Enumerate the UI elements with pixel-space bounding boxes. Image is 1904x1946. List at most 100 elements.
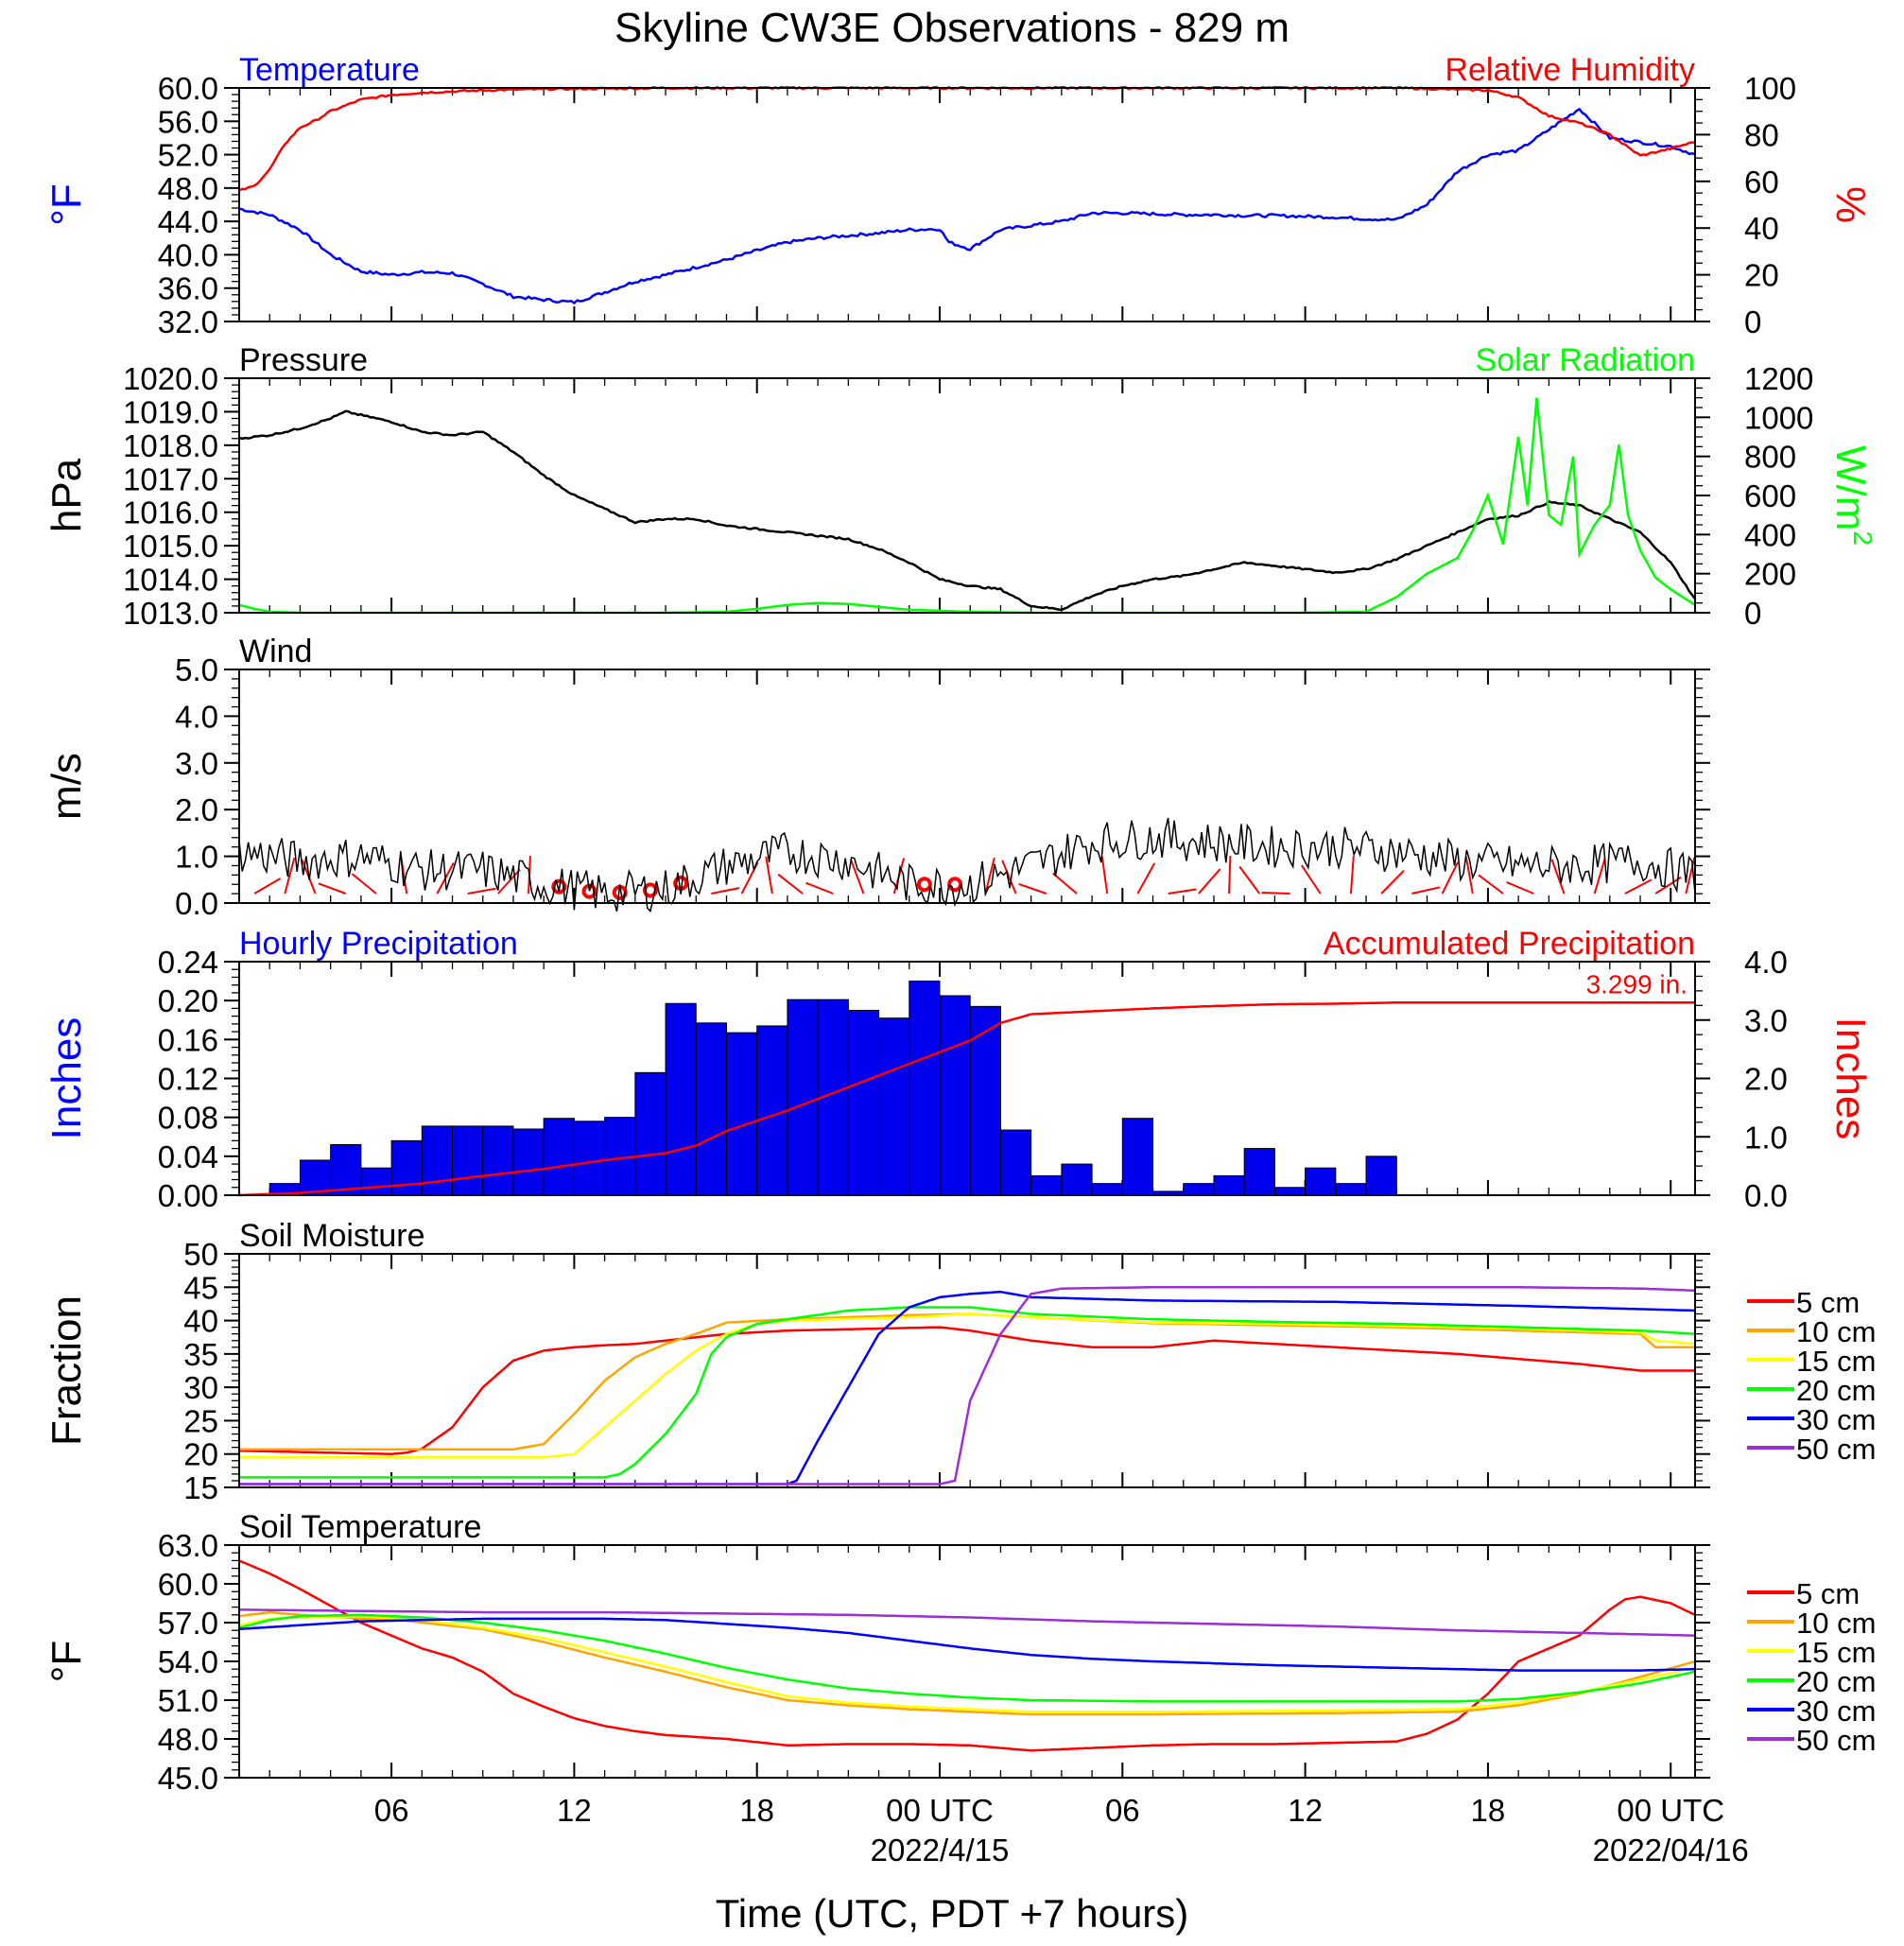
wind-barb bbox=[253, 877, 282, 895]
wind-barb bbox=[1464, 856, 1474, 895]
y-tick-label: 40.0 bbox=[158, 237, 218, 272]
precip-bar bbox=[1061, 1163, 1093, 1196]
series-line bbox=[238, 1326, 1695, 1455]
x-tick-label: 00 UTC bbox=[886, 1793, 994, 1828]
y-tick-label: 48.0 bbox=[158, 1722, 218, 1757]
y-tick-label: 51.0 bbox=[158, 1683, 218, 1718]
y-tick-label: 30 bbox=[183, 1370, 218, 1405]
panel-2: 5.0 4.0 3.0 2.0 1.0 0.0 Wind m/s bbox=[43, 634, 1710, 921]
y-tick-label: 1020.0 bbox=[123, 361, 218, 396]
wind-barb bbox=[1624, 878, 1653, 895]
y-axis-label-left: Inches bbox=[43, 1017, 90, 1140]
wind-barb bbox=[1018, 883, 1047, 895]
wind-barb bbox=[1238, 865, 1261, 895]
panel-title-left: Soil Moisture bbox=[239, 1218, 425, 1254]
y-tick-label-right: 200 bbox=[1744, 557, 1796, 592]
panel-3: 0.240.20 0.16 0.12 0.080.04 0.00 4.0 3.0 2.0 1.0… bbox=[43, 926, 1874, 1213]
plot-frame bbox=[238, 377, 1696, 614]
legend-label: 5 cm bbox=[1796, 1577, 1860, 1610]
y-tick-label: 45 bbox=[183, 1270, 218, 1305]
x-axis: 06 12 18 00 UTC 06 12 18 00 UTC 2022/4/15 2022/04… bbox=[374, 1793, 1749, 1868]
panels: 60.056.052.048.044.040.036.032.010080604… bbox=[43, 52, 1878, 1796]
y-axis-label-right: Inches bbox=[1827, 1017, 1874, 1140]
y-tick-label-right: 20 bbox=[1744, 258, 1779, 293]
y-tick-label: 40 bbox=[183, 1304, 218, 1339]
x-tick-label: 12 bbox=[557, 1793, 592, 1828]
y-tick-label: 20 bbox=[183, 1437, 218, 1472]
wind-barb bbox=[711, 887, 740, 895]
legend-label: 20 cm bbox=[1796, 1665, 1876, 1698]
wind-barb bbox=[1593, 858, 1606, 895]
series-line bbox=[239, 1312, 1696, 1459]
y-tick-label: 60.0 bbox=[158, 71, 218, 106]
precip-bar bbox=[390, 1139, 423, 1196]
y-tick-label: 1014.0 bbox=[123, 563, 218, 598]
legend-label: 15 cm bbox=[1796, 1636, 1876, 1669]
legend-label: 5 cm bbox=[1796, 1286, 1860, 1319]
y-tick-label-right: 600 bbox=[1744, 478, 1796, 513]
wind-barb bbox=[1100, 856, 1109, 895]
wind-barb bbox=[850, 859, 865, 895]
series-line bbox=[238, 1559, 1696, 1752]
y-tick-label: 0.08 bbox=[158, 1101, 218, 1136]
panel-1: 1020.01019.01018.01017.01016.01015.01014… bbox=[43, 342, 1878, 631]
x-axis-label: Time (UTC, PDT +7 hours) bbox=[716, 1891, 1189, 1936]
series-line bbox=[239, 1290, 1696, 1486]
y-tick-label-right: 0 bbox=[1744, 304, 1761, 339]
y-tick-label: 0.04 bbox=[158, 1139, 218, 1174]
series-line bbox=[239, 1312, 1695, 1451]
wind-barb bbox=[1478, 874, 1504, 895]
y-tick-label: 50 bbox=[183, 1237, 218, 1272]
y-tick-label: 0.00 bbox=[158, 1178, 218, 1213]
precip-bar bbox=[1121, 1118, 1154, 1196]
y-axis-label-left: m/s bbox=[43, 753, 90, 820]
wind-barb bbox=[351, 873, 377, 895]
x-tick-label: 12 bbox=[1288, 1793, 1323, 1828]
y-tick-label: 45.0 bbox=[158, 1761, 218, 1796]
wind-barb bbox=[1261, 891, 1290, 895]
wind-barb bbox=[1685, 857, 1696, 895]
precip-bar bbox=[299, 1159, 332, 1196]
calm-wind-marker bbox=[551, 878, 567, 895]
precip-bar bbox=[1305, 1167, 1337, 1196]
plot-frame bbox=[238, 669, 1696, 904]
panel-title-left: Wind bbox=[239, 634, 312, 669]
y-tick-label: 2.0 bbox=[175, 792, 218, 827]
y-tick-label: 5.0 bbox=[175, 652, 218, 687]
y-tick-label: 3.0 bbox=[175, 746, 218, 781]
legend-label: 20 cm bbox=[1796, 1374, 1876, 1407]
panel-title-left: Pressure bbox=[239, 342, 368, 378]
series-line bbox=[238, 1617, 1696, 1672]
wind-barb bbox=[1001, 860, 1017, 895]
wind-barb bbox=[318, 882, 347, 895]
series-line bbox=[238, 409, 1697, 612]
plot-frame bbox=[238, 1253, 1696, 1488]
panel-0: 60.056.052.048.044.040.036.032.0 100 80 60 4… bbox=[43, 52, 1874, 339]
y-tick-label-right: 4.0 bbox=[1744, 945, 1788, 980]
series-line bbox=[238, 1613, 1696, 1703]
y-tick-label-right: 3.0 bbox=[1744, 1003, 1788, 1038]
legend-label: 30 cm bbox=[1796, 1694, 1876, 1728]
y-tick-label: 32.0 bbox=[158, 304, 218, 339]
y-tick-label-right: 400 bbox=[1744, 517, 1796, 552]
wind-barb bbox=[1550, 859, 1566, 895]
wind-barb bbox=[284, 858, 296, 895]
y-tick-label: 0.20 bbox=[158, 983, 218, 1018]
precip-bar bbox=[360, 1167, 392, 1196]
legend-label: 50 cm bbox=[1796, 1433, 1876, 1466]
y-tick-label-right: 100 bbox=[1744, 71, 1796, 106]
y-tick-label-right: 80 bbox=[1744, 117, 1779, 152]
wind-barb bbox=[984, 857, 995, 895]
x-tick-label: 18 bbox=[1471, 1793, 1506, 1828]
y-axis-label-right: % bbox=[1827, 186, 1874, 223]
y-tick-label-right: 0.0 bbox=[1744, 1178, 1788, 1213]
y-axis-label-left: Fraction bbox=[43, 1295, 90, 1446]
calm-wind-marker bbox=[581, 883, 597, 899]
y-tick-label: 52.0 bbox=[158, 138, 218, 173]
y-tick-label: 1017.0 bbox=[123, 461, 218, 496]
wind-barb bbox=[1052, 872, 1078, 895]
x-tick-label: 00 UTC bbox=[1617, 1793, 1724, 1828]
precip-bar bbox=[1030, 1174, 1063, 1196]
y-tick-label: 54.0 bbox=[158, 1644, 218, 1679]
